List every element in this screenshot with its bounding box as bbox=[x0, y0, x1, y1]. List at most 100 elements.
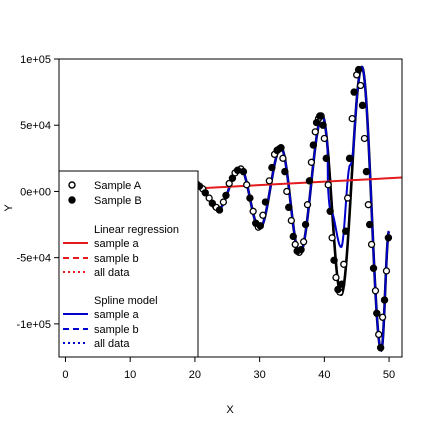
y-tick-label: 0e+00 bbox=[20, 186, 51, 198]
sample-b-point bbox=[354, 65, 363, 74]
y-tick-label: 5e+04 bbox=[20, 120, 51, 132]
sample-b-point bbox=[312, 118, 321, 127]
sample-b-points bbox=[195, 65, 393, 352]
sample-a-point bbox=[299, 238, 308, 246]
sample-a-point bbox=[340, 260, 348, 268]
sample-a-point bbox=[311, 128, 319, 136]
sample-b-point bbox=[345, 154, 354, 163]
sample-b-point bbox=[215, 206, 224, 214]
sample-b-point bbox=[341, 227, 350, 235]
sample-a-point bbox=[279, 154, 287, 162]
sample-a-point bbox=[324, 181, 332, 189]
sample-b-point bbox=[319, 121, 327, 129]
sample-a-point bbox=[382, 267, 391, 275]
sample-b-point bbox=[277, 144, 285, 152]
sample-a-point bbox=[375, 330, 383, 339]
sample-a-point bbox=[371, 287, 380, 295]
y-axis-title: Y bbox=[3, 204, 15, 212]
legend-spline-b: sample b bbox=[94, 324, 139, 336]
x-tick-label: 50 bbox=[383, 369, 395, 381]
sample-b-point bbox=[268, 163, 276, 172]
sample-b-point bbox=[350, 88, 358, 96]
sample-b-point bbox=[376, 344, 385, 352]
sample-b-point bbox=[285, 203, 293, 212]
sample-a-point bbox=[249, 207, 257, 215]
x-tick-label: 0 bbox=[62, 369, 68, 381]
legend-linear-title: Linear regression bbox=[94, 224, 179, 236]
sample-b-point bbox=[338, 280, 346, 288]
sample-a-point bbox=[291, 240, 299, 249]
sample-a-point bbox=[243, 181, 251, 189]
sample-a-point bbox=[225, 179, 233, 188]
sample-b-legend-marker bbox=[68, 196, 76, 204]
sample-b-point bbox=[281, 167, 289, 176]
sample-a-point bbox=[378, 313, 387, 321]
sample-b-point bbox=[228, 174, 237, 182]
sample-a-point bbox=[328, 234, 336, 242]
x-tick-label: 30 bbox=[253, 369, 265, 381]
sample-a-point bbox=[320, 134, 328, 143]
sample-b-point bbox=[322, 154, 330, 163]
sample-b-point bbox=[334, 285, 342, 294]
sample-b-point bbox=[222, 191, 230, 200]
legend-spline-all: all data bbox=[94, 338, 130, 350]
sample-a-point bbox=[307, 158, 316, 166]
sample-b-point bbox=[326, 207, 334, 216]
legend-spline-title: Spline model bbox=[94, 295, 158, 307]
x-tick-label: 20 bbox=[189, 369, 201, 381]
sample-b-point bbox=[208, 199, 217, 208]
legend-linear-a: sample a bbox=[94, 238, 140, 250]
sample-a-point bbox=[367, 240, 376, 249]
sample-a-point bbox=[259, 211, 267, 219]
sample-a-point bbox=[287, 216, 295, 225]
legend-linear-b: sample b bbox=[94, 253, 139, 265]
legend-linear-all: all data bbox=[94, 267, 130, 279]
sample-b-point bbox=[301, 220, 310, 229]
sample-a-point bbox=[283, 187, 291, 196]
sample-a-point bbox=[332, 273, 340, 282]
sample-b-point bbox=[256, 222, 264, 230]
sample-b-point bbox=[305, 177, 314, 185]
legend: Sample A Sample B Linear regression samp… bbox=[58, 170, 199, 358]
sample-a-point bbox=[343, 194, 352, 202]
sample-b-point bbox=[289, 232, 297, 241]
x-tick-label: 10 bbox=[124, 369, 136, 381]
legend-sample-a: Sample A bbox=[94, 180, 142, 192]
sample-b-point bbox=[358, 101, 367, 110]
sample-b-point bbox=[261, 198, 270, 206]
x-axis-title: X bbox=[226, 404, 234, 416]
sample-b-point bbox=[316, 112, 324, 120]
legend-sample-b: Sample B bbox=[94, 195, 142, 207]
legend-box bbox=[58, 170, 199, 358]
sample-b-point bbox=[380, 296, 389, 304]
sample-a-point bbox=[219, 198, 228, 206]
sample-b-point bbox=[309, 141, 318, 149]
y-tick-label: -1e+05 bbox=[16, 319, 51, 331]
sample-b-point bbox=[239, 167, 248, 176]
sample-a-legend-marker bbox=[68, 181, 76, 189]
sample-a-point bbox=[364, 201, 372, 209]
y-tick-label: 1e+05 bbox=[20, 54, 51, 66]
sample-a-point bbox=[303, 201, 312, 209]
sample-b-point bbox=[365, 220, 374, 229]
sample-a-point bbox=[356, 81, 365, 90]
y-tick-label: -5e+04 bbox=[16, 253, 51, 265]
y-axis: 1e+05 5e+04 0e+00 -5e+04 -1e+05 bbox=[16, 54, 59, 331]
sample-b-point bbox=[362, 167, 371, 176]
sample-b-point bbox=[201, 189, 209, 197]
x-axis: 0 10 20 30 40 50 bbox=[62, 357, 395, 381]
sample-b-point bbox=[369, 264, 378, 272]
sample-a-point bbox=[205, 194, 213, 202]
sample-a-point bbox=[348, 114, 356, 123]
sample-b-point bbox=[384, 234, 393, 242]
legend-spline-a: sample a bbox=[94, 309, 140, 321]
sample-b-point bbox=[246, 194, 254, 202]
spline-model-curve bbox=[198, 65, 390, 352]
sample-a-point bbox=[265, 177, 273, 185]
sample-b-point bbox=[297, 246, 305, 254]
sample-b-point bbox=[330, 256, 338, 265]
sample-a-point bbox=[360, 134, 369, 143]
sample-b-point bbox=[373, 309, 381, 317]
data-curve bbox=[198, 65, 391, 353]
